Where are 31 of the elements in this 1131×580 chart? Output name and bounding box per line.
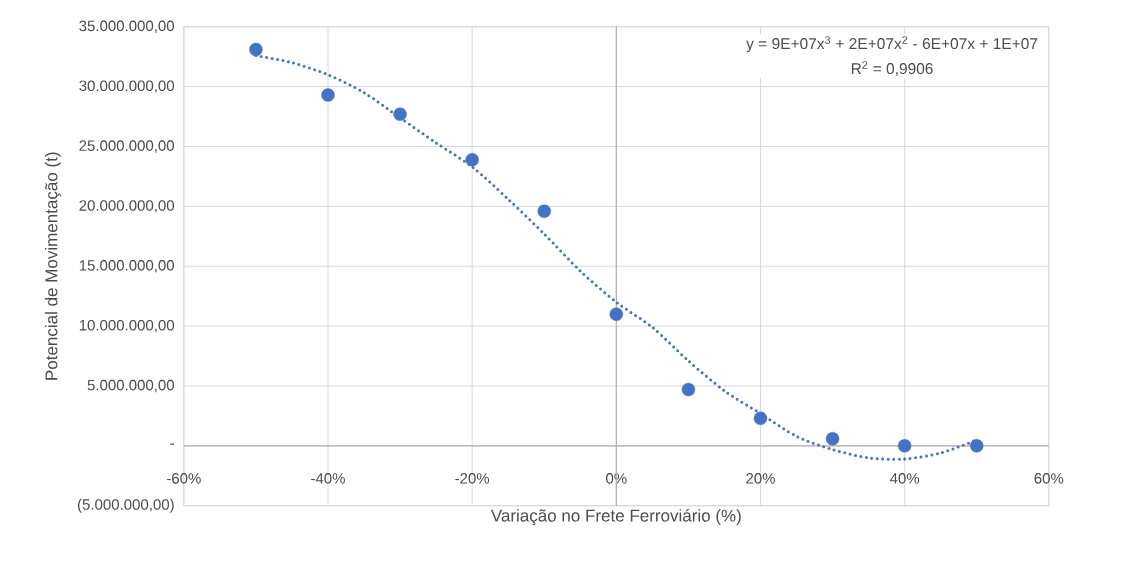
- x-tick-label: 60%: [1034, 473, 1064, 484]
- y-tick-label: 35.000.000,00: [79, 20, 175, 33]
- point: [249, 42, 263, 57]
- y-tick-label: 10.000.000,00: [79, 319, 175, 333]
- point: [753, 411, 768, 426]
- point: [537, 204, 551, 218]
- point: [681, 382, 696, 397]
- y-tick-label: 30.000.000,00: [79, 80, 175, 93]
- point: [825, 431, 840, 446]
- y-tick-label: 25.000.000,00: [79, 140, 175, 153]
- y-tick-label: 15.000.000,00: [79, 260, 175, 273]
- point: [897, 439, 912, 453]
- y-tick-label: 5.000.000,00: [87, 379, 175, 393]
- point: [970, 439, 984, 453]
- point: [393, 107, 407, 121]
- point: [609, 307, 624, 321]
- x-tick-label: -60%: [166, 473, 201, 484]
- y-axis-title: Potencial de Movimentação (t): [44, 152, 61, 380]
- x-tick-label: -20%: [455, 473, 490, 484]
- x-tick-label: 20%: [746, 473, 775, 484]
- x-tick-label: -40%: [311, 473, 345, 484]
- y-tick-label: 20.000.000,00: [79, 200, 175, 213]
- annotation: y = 9E+07x$^{3}$ + 2E+07x$^{2}$ - 6E+07x + 1E+07: [746, 36, 1038, 53]
- x-axis-title: Variação no Frete Ferroviário (%): [490, 508, 741, 526]
- point: [321, 88, 335, 102]
- x-tick-label: 0%: [606, 473, 627, 484]
- point: [465, 152, 479, 167]
- x-tick-label: 40%: [889, 473, 920, 484]
- annotation: R$^{2}$ = 0,9906: [851, 61, 933, 76]
- y-tick-label: (5.000.000,00): [77, 498, 174, 513]
- y-tick-label: -: [170, 443, 174, 445]
